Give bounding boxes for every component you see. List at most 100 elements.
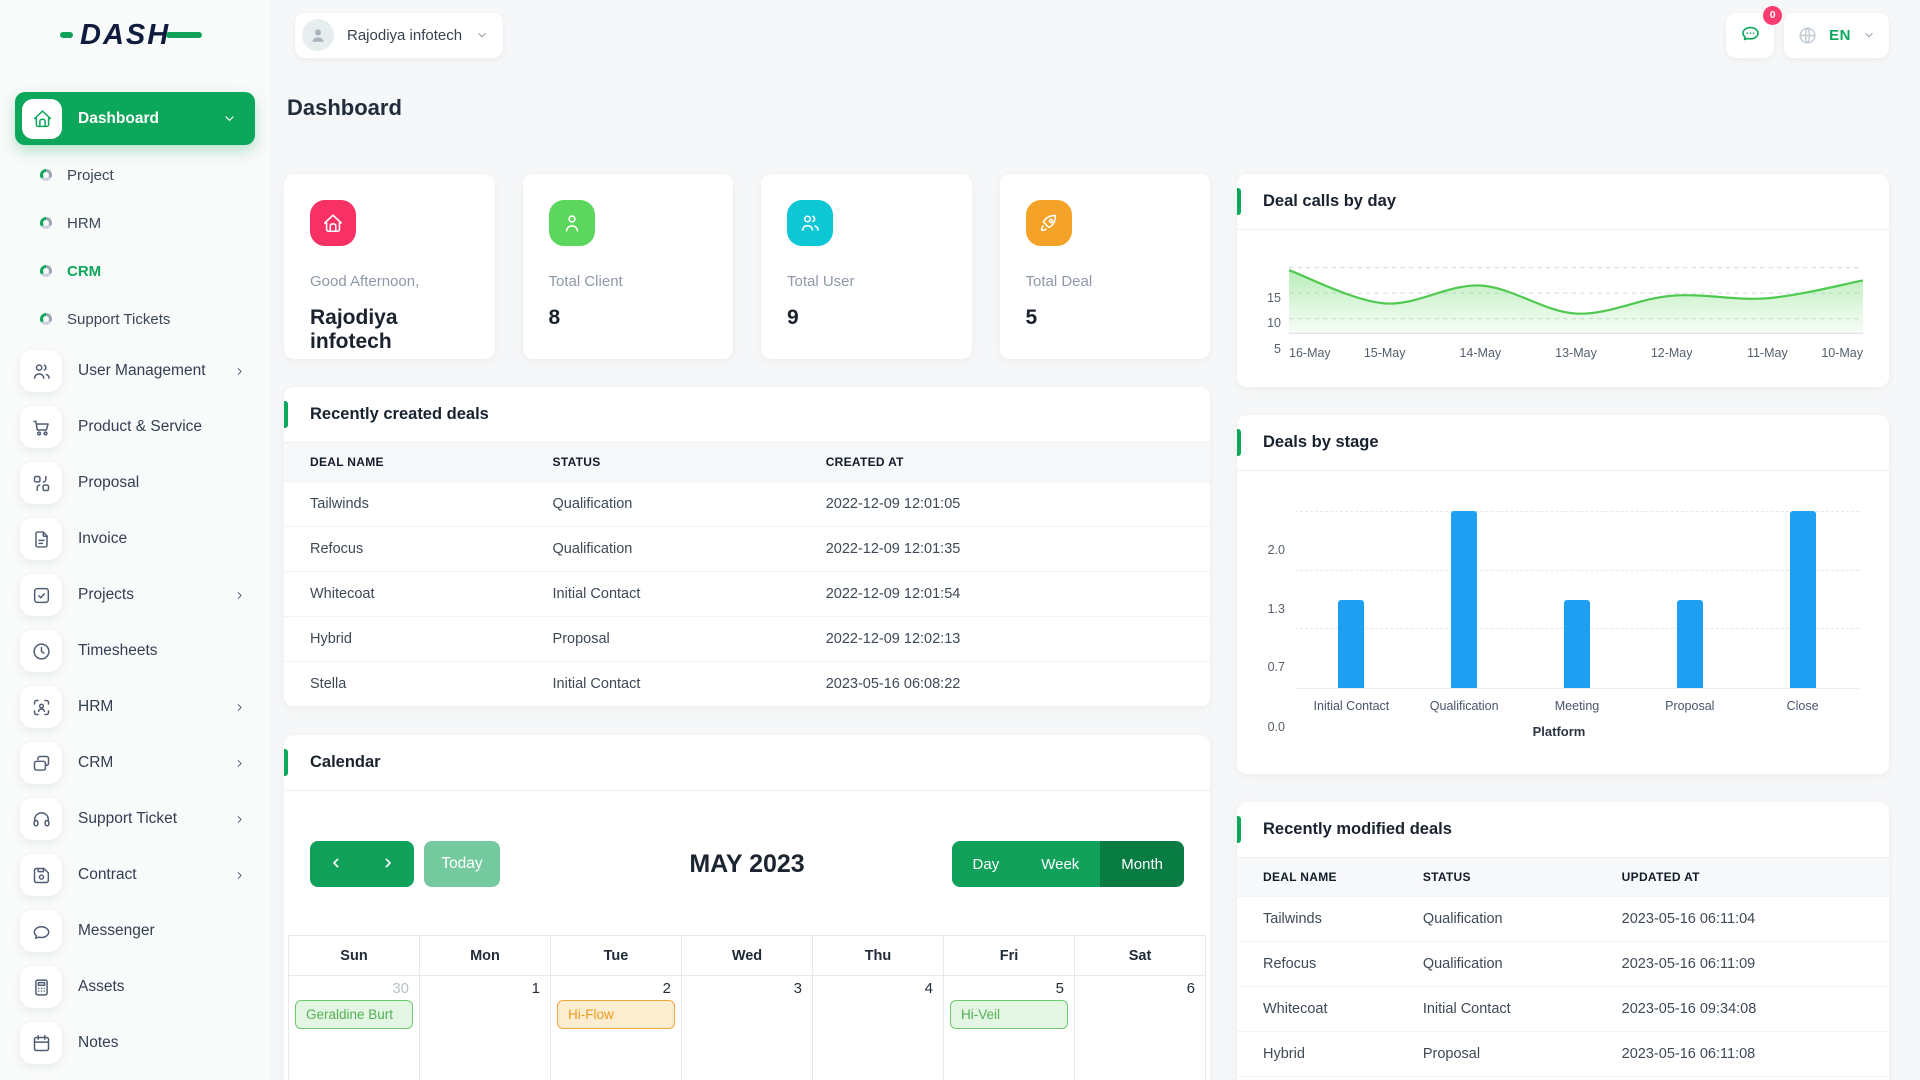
panel-title: Calendar <box>284 735 1210 791</box>
sidebar-subitem-hrm[interactable]: HRM <box>0 199 270 247</box>
sidebar-item-label: Notes <box>78 1034 119 1051</box>
sidebar-item-crm[interactable]: CRM <box>20 735 250 791</box>
file-icon <box>20 518 62 560</box>
bar-series <box>1295 509 1859 688</box>
bar-slot <box>1408 509 1521 688</box>
calendar-event[interactable]: Hi-Veil <box>950 1000 1068 1029</box>
calendar-view-week[interactable]: Week <box>1020 841 1101 887</box>
checkbox-icon <box>20 574 62 616</box>
calendar-view-month[interactable]: Month <box>1100 841 1184 887</box>
calendar-next-button[interactable] <box>362 841 414 887</box>
calendar-day-cell[interactable]: 4 <box>812 975 944 1080</box>
calendar-today-button[interactable]: Today <box>424 841 500 887</box>
y-axis-labels: 5 10 15 <box>1257 260 1289 356</box>
user-icon <box>548 200 595 246</box>
chevron-right-icon <box>233 701 250 714</box>
headset-icon <box>20 798 62 840</box>
sidebar-item-label: Dashboard <box>78 109 159 127</box>
x-tick-label: Close <box>1786 699 1819 713</box>
chevron-right-icon <box>233 869 250 882</box>
cart-icon <box>20 406 62 448</box>
calendar-day-cell[interactable]: 30 Geraldine Burt <box>288 975 420 1080</box>
calendar-view-switcher: Day Week Month <box>951 841 1184 887</box>
stats-row: Good Afternoon, Rajodiya infotech Total Cl… <box>284 174 1210 359</box>
sidebar-item-messenger[interactable]: Messenger <box>20 903 250 959</box>
recently-created-deals-panel: Recently created deals DEAL NAME STATUS CR… <box>284 387 1210 707</box>
sidebar-item-label: Support Ticket <box>78 810 178 827</box>
y-tick-label: 2.0 <box>1267 542 1285 557</box>
sidebar-subitem-label: HRM <box>67 214 102 232</box>
sidebar-item-label: Contract <box>78 866 137 883</box>
calendar-view-day[interactable]: Day <box>951 841 1021 887</box>
calendar-icon <box>20 1022 62 1064</box>
y-tick-label: 5 <box>1274 341 1281 356</box>
calendar-prev-button[interactable] <box>310 841 362 887</box>
sidebar-item-product-service[interactable]: Product & Service <box>20 399 250 455</box>
chevron-down-icon <box>1862 28 1876 42</box>
weekday-header: Fri <box>943 935 1075 976</box>
calculator-icon <box>20 966 62 1008</box>
sidebar-item-dashboard[interactable]: Dashboard <box>15 92 255 145</box>
stat-value: Rajodiya infotech <box>310 306 398 353</box>
sidebar-subitem-project[interactable]: Project <box>0 151 270 199</box>
sidebar-subitem-support-tickets[interactable]: Support Tickets <box>0 295 270 343</box>
calendar-day-cell[interactable]: 5 Hi-Veil <box>943 975 1075 1080</box>
messages-button[interactable]: 0 <box>1726 5 1783 58</box>
x-tick-label: Proposal <box>1665 699 1715 713</box>
sidebar-item-label: CRM <box>78 754 114 771</box>
x-axis-labels: 16-May 15-May 14-May 13-May 12-May 11-May 10-M… <box>1289 346 1863 364</box>
sidebar-subitem-crm[interactable]: CRM <box>0 247 270 295</box>
stat-card-total-user: Total User 9 <box>761 174 972 359</box>
sidebar-item-projects[interactable]: Projects <box>20 567 250 623</box>
workspace-selector[interactable]: Rajodiya infotech <box>295 12 504 58</box>
calendar-day-cell[interactable]: 6 <box>1074 975 1206 1080</box>
bar-proposal <box>1676 599 1703 688</box>
stat-label: Total Deal <box>1025 273 1093 290</box>
calendar-event[interactable]: Geraldine Burt <box>295 1000 413 1029</box>
floppy-icon <box>20 854 62 896</box>
date-number: 3 <box>793 980 802 997</box>
table-cell: Tailwinds <box>284 481 553 527</box>
panel-title: Recently modified deals <box>1237 802 1889 858</box>
sidebar-item-contract[interactable]: Contract <box>20 847 250 903</box>
sidebar-item-assets[interactable]: Assets <box>20 959 250 1015</box>
calendar-day-cell[interactable]: 1 <box>419 975 551 1080</box>
date-number: 1 <box>531 980 540 997</box>
recently-modified-deals-table: DEAL NAME STATUS UPDATED AT Tailwinds Qualif… <box>1237 858 1889 1077</box>
bar-slot <box>1746 509 1859 688</box>
left-column: Good Afternoon, Rajodiya infotech Total Cl… <box>284 174 1210 1080</box>
date-number: 4 <box>924 980 933 997</box>
sidebar-item-hrm[interactable]: HRM <box>20 679 250 735</box>
column-header: UPDATED AT <box>1621 858 1889 897</box>
x-tick-label: 12-May <box>1650 346 1693 360</box>
sidebar-item-timesheets[interactable]: Timesheets <box>20 623 250 679</box>
calendar-day-cell[interactable]: 2 Hi-Flow <box>550 975 682 1080</box>
x-tick-label: 16-May <box>1289 346 1331 360</box>
message-dots-icon <box>1739 21 1762 49</box>
dashboard-submenu: Project HRM CRM Support Tickets <box>0 151 270 343</box>
bullet-icon <box>40 265 52 277</box>
stat-card-total-deal: Total Deal 5 <box>999 174 1210 359</box>
logo-row: DASH <box>0 0 270 70</box>
sidebar-item-notes[interactable]: Notes <box>20 1015 250 1071</box>
stat-card-good-afternoon: Good Afternoon, Rajodiya infotech <box>284 174 495 359</box>
table-cell: Proposal <box>552 616 826 662</box>
sidebar-item-proposal[interactable]: Proposal <box>20 455 250 511</box>
calendar-toolbar: Today MAY 2023 Day Week Month <box>284 841 1210 887</box>
table-row: Whitecoat Initial Contact 2023-05-16 09:34… <box>1237 986 1889 1032</box>
chevron-right-icon <box>233 813 250 826</box>
calendar-event[interactable]: Hi-Flow <box>557 1000 675 1029</box>
stat-label: Total User <box>787 273 855 290</box>
sidebar-item-user-management[interactable]: User Management <box>20 343 250 399</box>
sidebar-item-invoice[interactable]: Invoice <box>20 511 250 567</box>
language-selector[interactable]: EN <box>1784 12 1889 58</box>
date-number: 6 <box>1186 980 1195 997</box>
table-cell: 2023-05-16 09:34:08 <box>1621 986 1889 1032</box>
calendar-day-cell[interactable]: 3 <box>681 975 813 1080</box>
x-tick-label: 11-May <box>1746 346 1788 360</box>
table-row: Refocus Qualification 2023-05-16 06:11:09 <box>1237 941 1889 987</box>
weekday-header: Thu <box>812 935 944 976</box>
y-tick-label: 0.0 <box>1267 719 1285 734</box>
sidebar-item-support-ticket[interactable]: Support Ticket <box>20 791 250 847</box>
table-cell: Tailwinds <box>1237 896 1423 942</box>
